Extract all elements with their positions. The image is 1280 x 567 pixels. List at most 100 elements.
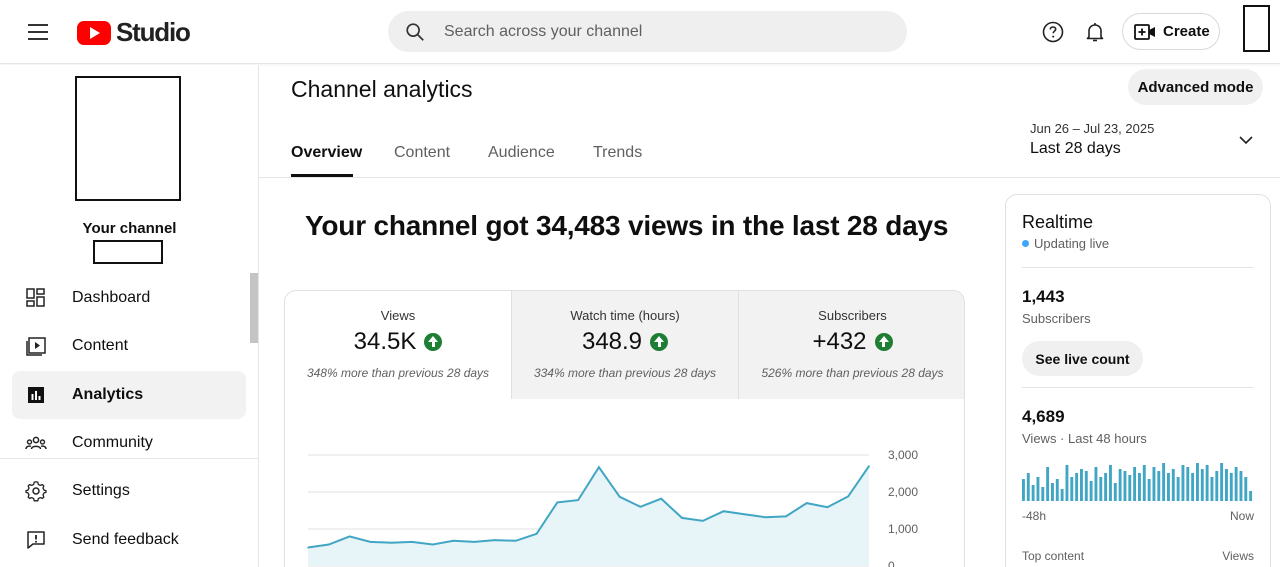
realtime-status: Updating live: [1022, 236, 1109, 251]
trend-up-icon: [874, 333, 893, 351]
realtime-views-label: Views · Last 48 hours: [1022, 431, 1147, 446]
sidebar-divider: [0, 458, 259, 459]
metric-value-text: 348.9: [581, 328, 643, 355]
chart-data-point: [618, 496, 621, 498]
realtime-views-value: 4,689: [1022, 407, 1065, 426]
realtime-axis-start: -48h: [1022, 509, 1047, 523]
realtime-bar: [1051, 483, 1054, 501]
top-content-metric: Views: [1222, 549, 1254, 563]
metric-label: Subscribers: [818, 308, 887, 323]
chart-data-point: [681, 517, 683, 519]
metrics-card: Views 34.5K 348% more than previous 28 d…: [284, 290, 965, 567]
realtime-bar: [1075, 473, 1079, 501]
help-icon[interactable]: [1041, 20, 1065, 44]
realtime-views-bar-chart[interactable]: [1022, 463, 1254, 501]
chart-data-point: [390, 541, 392, 544]
sidebar-item-content[interactable]: Content: [12, 322, 246, 370]
realtime-bar: [1142, 465, 1146, 501]
realtime-title: Realtime: [1022, 212, 1094, 232]
tab-content[interactable]: Content: [394, 144, 451, 161]
sidebar-item-settings[interactable]: Settings: [12, 467, 246, 515]
chart-data-point: [494, 539, 496, 541]
realtime-bar: [1026, 473, 1030, 501]
sidebar-item-label: Send feedback: [72, 531, 179, 548]
chart-data-point: [743, 513, 746, 515]
account-avatar[interactable]: [1243, 5, 1270, 52]
metric-tab-subscribers[interactable]: Subscribers +432 526% more than previous…: [738, 291, 964, 399]
chart-y-tick-label: 2,000: [888, 485, 918, 499]
chart-area-fill: [308, 466, 869, 566]
top-header: Studio Search across your channel Create: [0, 0, 1280, 64]
realtime-bar: [1176, 477, 1180, 501]
search-input[interactable]: Search across your channel: [444, 22, 643, 40]
metric-tab-views[interactable]: Views 34.5K 348% more than previous 28 d…: [285, 291, 511, 399]
realtime-bar: [1065, 465, 1069, 501]
sidebar-item-send-feedback[interactable]: Send feedback: [12, 516, 246, 564]
sidebar: Your channel Dashboard Content Analytics…: [0, 65, 259, 567]
sidebar-item-community[interactable]: Community: [12, 419, 246, 467]
channel-name: [93, 240, 163, 264]
metric-value-text: 34.5K: [353, 328, 417, 355]
tab-audience[interactable]: Audience: [488, 144, 555, 161]
sidebar-scrollbar[interactable]: [250, 273, 258, 343]
hamburger-menu-icon[interactable]: [22, 16, 54, 48]
trend-up-icon: [424, 333, 443, 351]
realtime-bar: [1191, 473, 1195, 501]
chart-data-point: [577, 499, 579, 501]
chart-data-point: [535, 533, 538, 535]
chart-data-point: [452, 540, 455, 542]
tab-trends[interactable]: Trends: [593, 144, 643, 161]
analytics-icon: [28, 387, 44, 403]
chart-data-point: [411, 541, 413, 543]
chart-data-point: [764, 516, 766, 518]
date-period-selector[interactable]: Last 28 days: [1030, 140, 1121, 157]
realtime-bar: [1099, 477, 1103, 501]
metric-tab-watch-time[interactable]: Watch time (hours) 348.9 334% more than …: [511, 291, 738, 399]
see-live-count-button[interactable]: See live count: [1022, 341, 1143, 376]
realtime-bar: [1123, 471, 1127, 501]
notifications-bell-icon[interactable]: [1083, 20, 1107, 44]
content-icon: [26, 337, 46, 356]
realtime-bar: [1205, 465, 1209, 501]
chart-y-tick-label: 3,000: [888, 448, 918, 462]
create-button[interactable]: Create: [1122, 13, 1220, 50]
chart-data-point: [785, 515, 787, 518]
chevron-down-icon[interactable]: [1237, 131, 1255, 149]
date-range-text: Jun 26 – Jul 23, 2025: [1030, 121, 1155, 136]
dashboard-icon: [26, 288, 45, 307]
realtime-bar: [1094, 467, 1098, 501]
sidebar-item-dashboard[interactable]: Dashboard: [12, 274, 246, 322]
realtime-divider: [1022, 267, 1254, 268]
realtime-bar: [1157, 471, 1161, 501]
realtime-axis-end: Now: [1229, 509, 1254, 523]
chart-y-tick-label: 0: [888, 559, 895, 567]
sidebar-item-label: Content: [72, 337, 129, 354]
search-bar[interactable]: Search across your channel: [388, 11, 907, 52]
sidebar-item-analytics[interactable]: Analytics: [12, 371, 246, 419]
realtime-bar: [1089, 481, 1093, 501]
metric-value: 348.9: [512, 328, 738, 356]
realtime-card: Realtime Updating live 1,443 Subscribers…: [1005, 194, 1271, 567]
search-icon: [406, 22, 424, 41]
studio-logo[interactable]: Studio: [77, 17, 191, 48]
metric-comparison: 348% more than previous 28 days: [306, 366, 490, 380]
realtime-bar: [1055, 479, 1059, 501]
metric-comparison: 526% more than previous 28 days: [761, 366, 944, 380]
metric-label: Views: [380, 308, 416, 323]
realtime-bar: [1046, 467, 1050, 501]
chart-data-point: [369, 541, 372, 543]
views-area-chart[interactable]: 3,000 2,000 1,000 0: [285, 399, 965, 567]
realtime-subscribers-value: 1,443: [1022, 287, 1065, 306]
metric-value: 34.5K: [285, 328, 511, 356]
sidebar-item-label: Dashboard: [72, 289, 151, 306]
chart-data-point: [660, 497, 663, 500]
realtime-bar: [1080, 469, 1083, 501]
realtime-bar: [1022, 479, 1025, 501]
realtime-bar: [1210, 477, 1214, 501]
advanced-mode-button[interactable]: Advanced mode: [1128, 69, 1263, 105]
realtime-bar: [1220, 463, 1224, 501]
channel-avatar[interactable]: [75, 76, 181, 201]
tab-overview[interactable]: Overview: [291, 144, 363, 161]
metric-label: Watch time (hours): [570, 308, 680, 323]
metric-value: +432: [739, 328, 964, 356]
